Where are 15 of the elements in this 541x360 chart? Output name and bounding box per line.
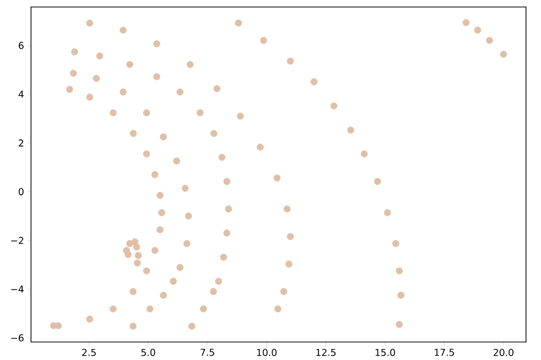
y-tick-label: −4 [11, 286, 24, 293]
x-tick-label: 12.5 [316, 348, 336, 356]
y-tick-label: 0 [18, 188, 24, 196]
x-tick-label: 5.0 [141, 348, 156, 356]
y-tick-label: 2 [18, 139, 24, 146]
y-tick-label: −6 [11, 334, 24, 342]
y-tick-label: 4 [18, 90, 24, 98]
y-tick-label: −2 [11, 236, 24, 244]
x-tick-label: 20.0 [494, 348, 514, 356]
x-tick-label: 2.5 [82, 348, 96, 356]
y-tick-label: 6 [18, 42, 24, 50]
x-tick-label: 15.0 [376, 348, 395, 356]
x-tick-label: 7.5 [200, 348, 214, 356]
x-tick-label: 10.0 [257, 348, 277, 356]
x-tick-label: 17.5 [434, 348, 454, 356]
